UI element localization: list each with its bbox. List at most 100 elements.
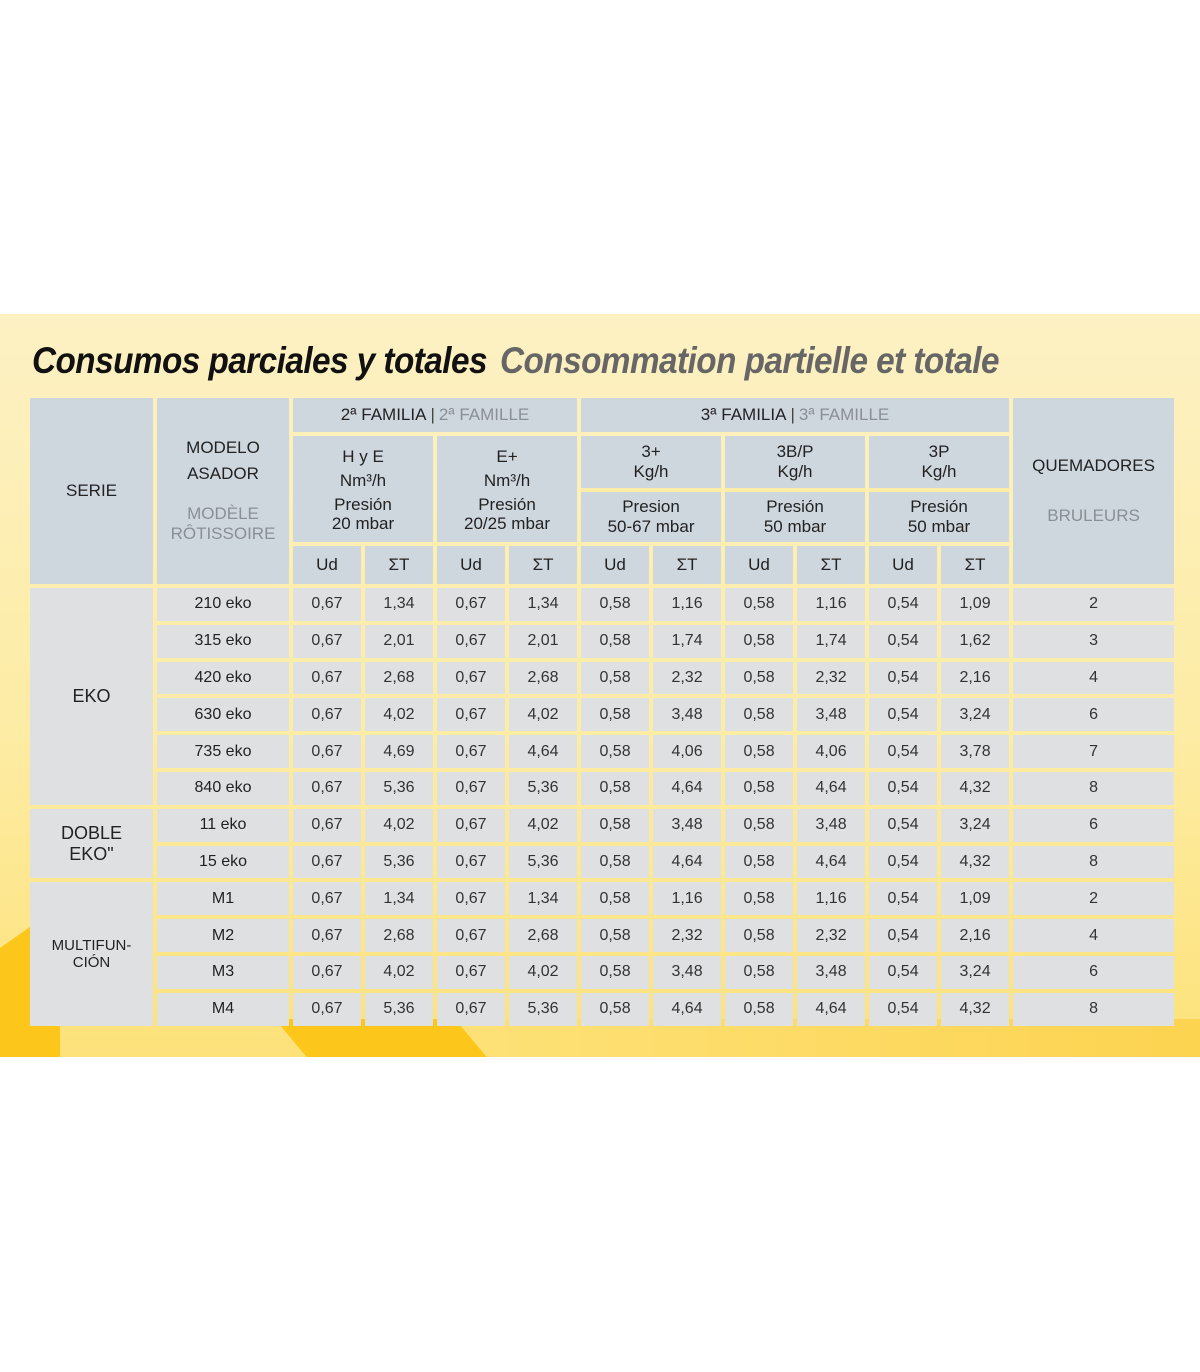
- sigma-value-cell: 4,32: [941, 771, 1010, 805]
- quemadores-cell: 6: [1013, 955, 1175, 989]
- ud-value-cell: 0,58: [581, 624, 650, 658]
- column-header-ud: Ud: [725, 546, 794, 584]
- modelo-fr-line2: RÔTISSOIRE: [170, 524, 276, 543]
- sigma-value-cell: 4,64: [797, 771, 866, 805]
- ud-value-cell: 0,54: [869, 588, 938, 621]
- gas-pressure-label: Presión: [766, 497, 824, 516]
- sigma-value-cell: 2,01: [365, 624, 433, 658]
- sigma-value-cell: 4,64: [509, 735, 578, 768]
- quemadores-cell: 4: [1013, 661, 1175, 695]
- quemadores-cell: 8: [1013, 771, 1175, 805]
- sigma-value-cell: 5,36: [365, 992, 433, 1026]
- ud-value-cell: 0,58: [725, 735, 794, 768]
- gas-unit: Kg/h: [633, 462, 669, 481]
- ud-value-cell: 0,67: [437, 698, 505, 732]
- ud-value-cell: 0,58: [581, 735, 650, 768]
- sigma-value-cell: 1,16: [797, 588, 866, 621]
- ud-value-cell: 0,58: [725, 882, 794, 916]
- ud-value-cell: 0,58: [725, 992, 794, 1026]
- ud-value-cell: 0,58: [725, 588, 794, 621]
- gas-name: E+: [496, 447, 518, 466]
- quemadores-cell: 4: [1013, 919, 1175, 952]
- sigma-value-cell: 5,36: [509, 992, 578, 1026]
- serie-label-line2: EKO": [69, 843, 114, 864]
- model-cell: M1: [157, 882, 289, 916]
- gas-pressure-value: 50-67 mbar: [607, 517, 695, 536]
- model-cell: M3: [157, 955, 289, 989]
- sigma-value-cell: 1,09: [941, 588, 1010, 621]
- ud-value-cell: 0,67: [293, 919, 361, 952]
- ud-value-cell: 0,67: [437, 771, 505, 805]
- ud-value-cell: 0,67: [437, 955, 505, 989]
- quemadores-cell: 6: [1013, 698, 1175, 732]
- table-row: DOBLE EKO" 11 eko 0,67 4,02 0,67 4,02 0,58 3,48 0…: [30, 808, 1175, 879]
- sigma-value-cell: 4,02: [365, 955, 433, 989]
- family-3-fr: 3ª FAMILLE: [798, 405, 890, 424]
- ud-value-cell: 0,58: [725, 698, 794, 732]
- column-header-ud: Ud: [293, 546, 361, 584]
- ud-value-cell: 0,58: [581, 698, 650, 732]
- family-3-es: 3ª FAMILIA: [700, 405, 787, 424]
- ud-value-cell: 0,58: [725, 624, 794, 658]
- bruleurs-label: BRULEURS: [1047, 506, 1140, 525]
- sigma-value-cell: 4,64: [653, 845, 722, 879]
- sigma-value-cell: 5,36: [509, 845, 578, 879]
- gas-name: H y E: [342, 447, 384, 466]
- column-header-sigma: ΣT: [509, 546, 578, 584]
- gas-header-3plus: 3+ Kg/h Presion 50-67 mbar: [581, 436, 722, 542]
- ud-value-cell: 0,67: [293, 955, 361, 989]
- gas-unit: Nm³/h: [339, 471, 387, 490]
- ud-value-cell: 0,67: [293, 698, 361, 732]
- sigma-value-cell: 1,34: [509, 882, 578, 916]
- ud-value-cell: 0,58: [725, 955, 794, 989]
- ud-value-cell: 0,67: [437, 735, 505, 768]
- column-header-sigma: ΣT: [941, 546, 1010, 584]
- serie-cell: DOBLE EKO": [30, 808, 153, 879]
- sigma-value-cell: 5,36: [365, 771, 433, 805]
- sigma-value-cell: 4,32: [941, 992, 1010, 1026]
- sigma-value-cell: 1,34: [365, 882, 433, 916]
- ud-value-cell: 0,67: [437, 845, 505, 879]
- ud-value-cell: 0,58: [581, 992, 650, 1026]
- gas-pressure-value: 20 mbar: [331, 514, 395, 533]
- sigma-value-cell: 4,64: [797, 992, 866, 1026]
- header-quemadores: QUEMADORES BRULEURS: [1013, 398, 1175, 584]
- model-cell: 840 eko: [157, 771, 289, 805]
- serie-cell: EKO: [30, 588, 153, 805]
- table-row: 315 eko 0,67 2,01 0,67 2,01 0,58 1,74 0,58 1,74 0…: [30, 624, 1175, 658]
- sigma-value-cell: 4,02: [509, 955, 578, 989]
- sigma-value-cell: 4,64: [653, 992, 722, 1026]
- modelo-fr-line1: MODÈLE: [187, 504, 259, 523]
- sigma-value-cell: 1,74: [797, 624, 866, 658]
- serie-label: EKO: [72, 685, 111, 706]
- ud-value-cell: 0,58: [725, 661, 794, 695]
- table-row: M4 0,67 5,36 0,67 5,36 0,58 4,64 0,58 4,64 0,54 4,…: [30, 992, 1175, 1026]
- sigma-value-cell: 2,16: [941, 919, 1010, 952]
- gas-name: 3B/P: [776, 442, 814, 461]
- sigma-value-cell: 5,36: [365, 845, 433, 879]
- ud-value-cell: 0,67: [437, 992, 505, 1026]
- modelo-es-line2: ASADOR: [187, 464, 259, 483]
- ud-value-cell: 0,58: [725, 919, 794, 952]
- ud-value-cell: 0,58: [581, 882, 650, 916]
- table-row: M3 0,67 4,02 0,67 4,02 0,58 3,48 0,58 3,48 0,54 3,…: [30, 955, 1175, 989]
- ud-value-cell: 0,58: [581, 588, 650, 621]
- sigma-value-cell: 3,48: [797, 808, 866, 842]
- gas-unit: Kg/h: [921, 462, 957, 481]
- ud-value-cell: 0,58: [581, 771, 650, 805]
- model-cell: M2: [157, 919, 289, 952]
- title-spanish: Consumos parciales y totales: [32, 340, 488, 381]
- column-header-ud: Ud: [869, 546, 938, 584]
- sigma-value-cell: 3,24: [941, 955, 1010, 989]
- column-header-sigma: ΣT: [797, 546, 866, 584]
- sigma-value-cell: 2,68: [365, 919, 433, 952]
- sigma-value-cell: 3,48: [653, 808, 722, 842]
- sigma-value-cell: 4,06: [653, 735, 722, 768]
- sigma-value-cell: 2,68: [509, 919, 578, 952]
- column-header-ud: Ud: [437, 546, 505, 584]
- sigma-value-cell: 1,74: [653, 624, 722, 658]
- ud-value-cell: 0,54: [869, 808, 938, 842]
- sigma-value-cell: 2,16: [941, 661, 1010, 695]
- quemadores-cell: 7: [1013, 735, 1175, 768]
- sigma-value-cell: 4,02: [509, 808, 578, 842]
